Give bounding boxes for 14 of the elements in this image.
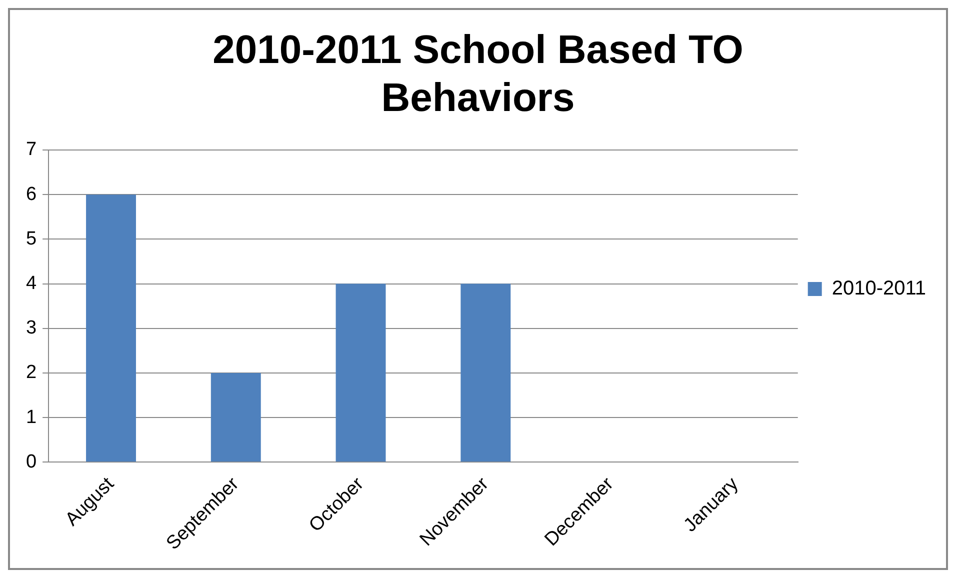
y-tick-label: 5 <box>26 228 37 250</box>
legend-label: 2010-2011 <box>832 278 926 300</box>
y-tick-label: 6 <box>26 184 37 205</box>
bar <box>210 372 261 462</box>
y-tick-label: 3 <box>26 318 37 339</box>
y-tick-label: 1 <box>26 406 37 428</box>
bar <box>460 284 511 462</box>
bar <box>86 194 136 462</box>
chart-title: 2010-2011 School Based TO Behaviors <box>212 28 744 120</box>
y-tick-label: 7 <box>26 139 37 160</box>
y-tick-label: 4 <box>26 273 37 294</box>
bar <box>336 284 386 462</box>
y-tick-label: 0 <box>26 451 37 472</box>
y-tick-label: 2 <box>26 362 37 384</box>
